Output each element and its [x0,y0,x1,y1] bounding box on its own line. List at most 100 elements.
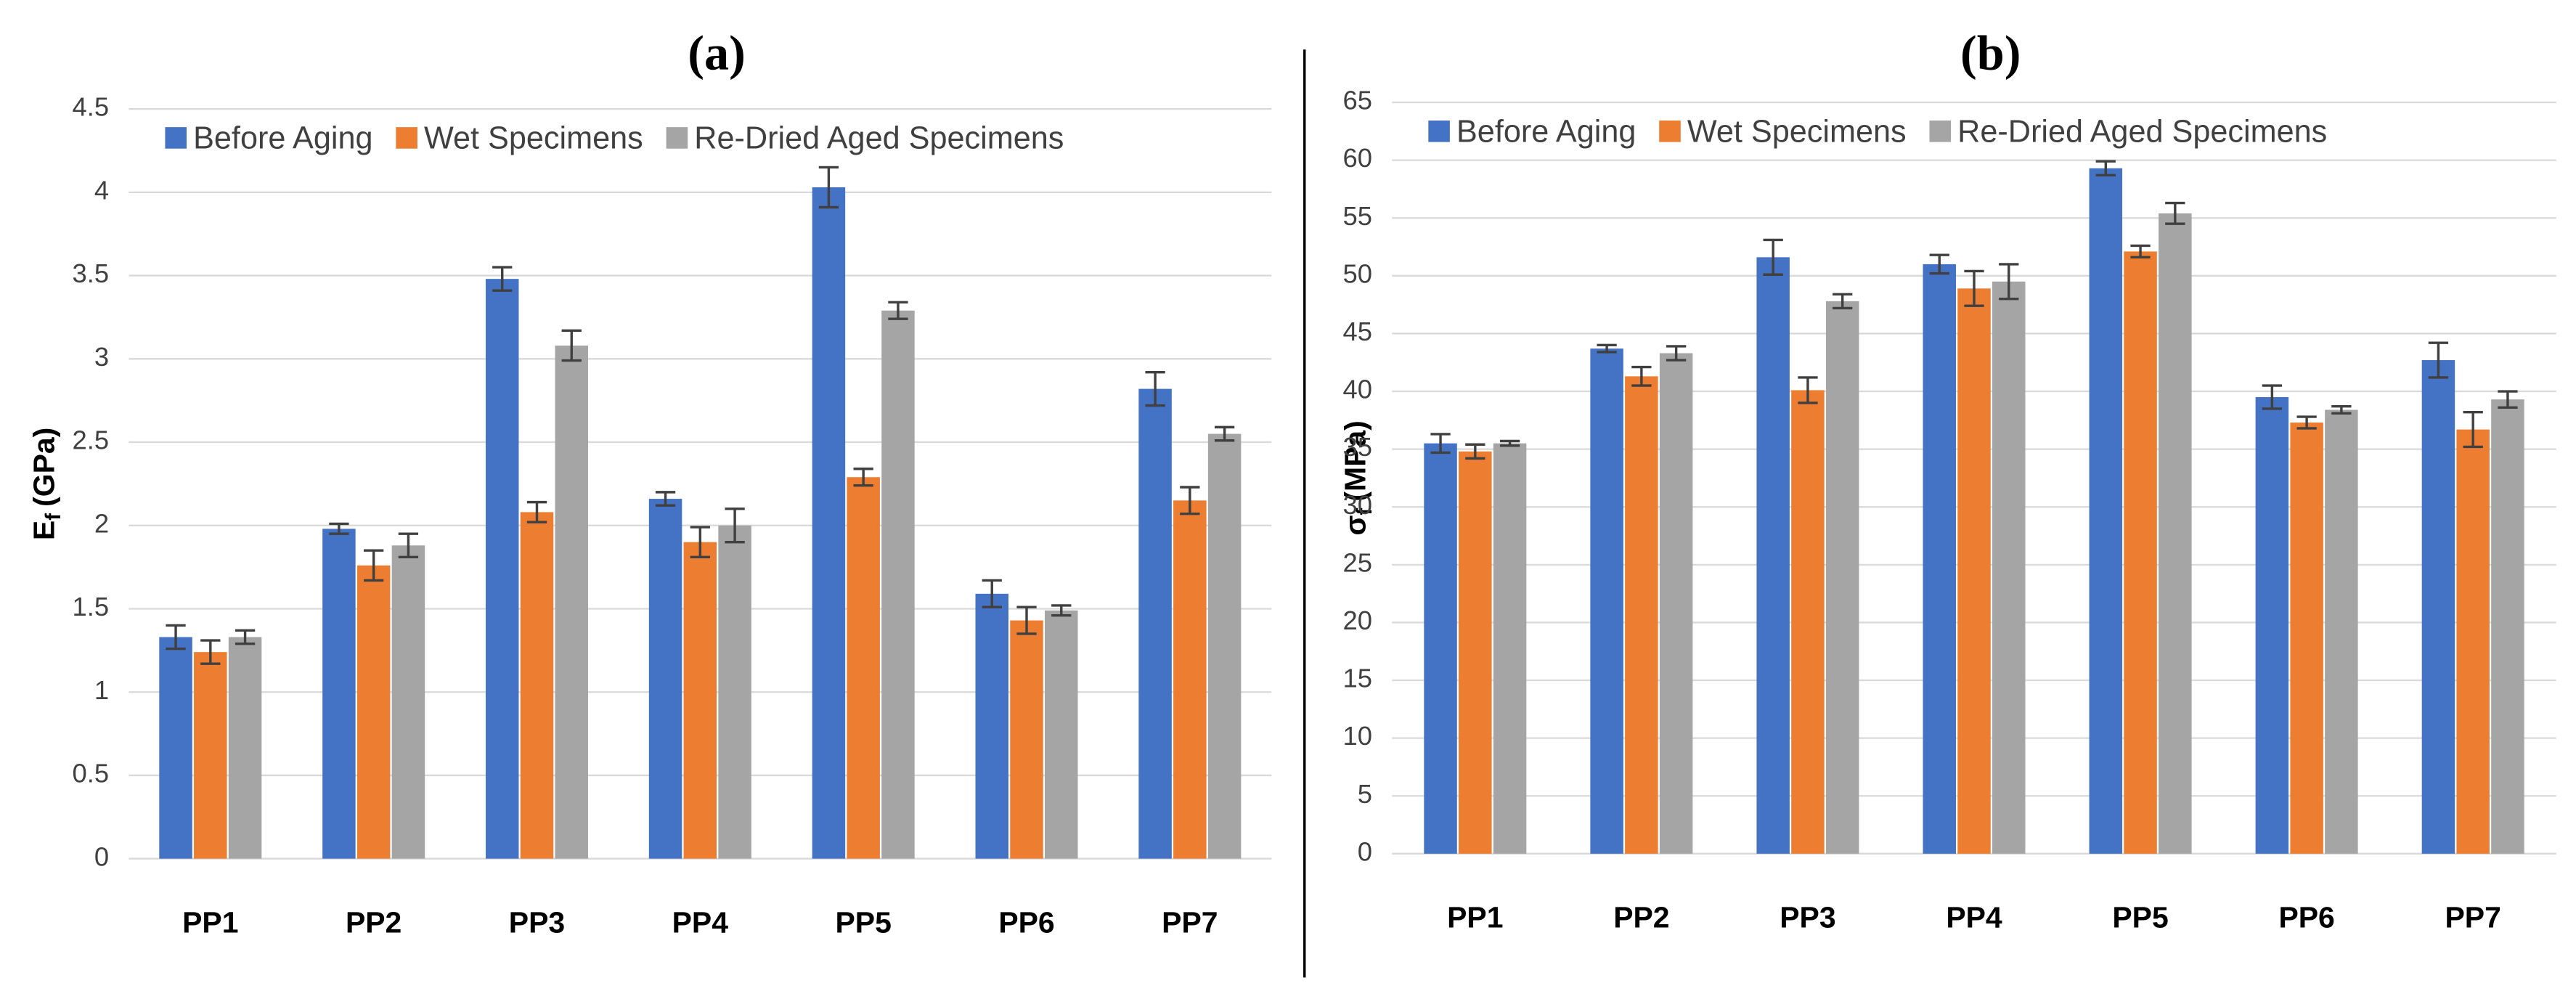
y-axis-label-symbol: σ [1338,515,1371,536]
error-bar [526,500,547,523]
bar [1010,620,1043,859]
bar [555,345,588,859]
bar [847,477,880,859]
error-bar [1964,269,1984,307]
error-bar [690,526,710,559]
y-tick-label: 55 [1343,201,1372,231]
y-tick-label: 40 [1343,375,1372,404]
bar [1493,443,1527,854]
x-tick-label: PP4 [672,905,729,939]
y-tick-label: 35 [1343,432,1372,462]
y-axis-label-subscript: f [41,513,65,521]
error-bar [1051,604,1072,617]
legend-label: Wet Specimens [1687,115,1907,150]
y-axis-label-subscript: f [1353,508,1377,515]
error-bar [329,522,349,535]
legend-label: Before Aging [193,121,372,156]
bar [322,529,356,859]
error-bar [725,507,745,544]
y-tick-label: 2.5 [73,425,110,455]
error-bar [398,532,419,559]
error-bar [818,166,839,209]
y-tick-label: 1.5 [73,592,110,621]
legend-swatch [1428,121,1450,142]
error-bar [1145,370,1165,407]
y-axis-label: Ef (GPa) [27,428,65,540]
error-bar [2165,201,2185,225]
x-tick-label: PP4 [1946,901,2002,934]
bar [1590,348,1623,854]
error-bar [1798,376,1818,404]
error-bar [1763,238,1783,276]
x-tick-label: PP7 [2445,901,2500,934]
y-tick-label: 50 [1343,258,1372,288]
bar [648,499,682,859]
error-bar [561,329,582,362]
y-tick-label: 10 [1343,721,1372,751]
bar [1045,610,1078,859]
bar [2290,423,2323,854]
bar [391,545,425,859]
x-tick-label: PP1 [182,905,238,939]
legend-swatch [1659,121,1681,142]
bar [485,279,519,859]
error-bar [853,468,873,487]
legend-label: Re-Dried Aged Specimens [1957,115,2327,150]
bar [2124,251,2157,854]
y-tick-label: 1 [94,675,109,705]
bar [718,525,751,859]
bar [1424,443,1457,854]
y-tick-label: 30 [1343,490,1372,520]
y-tick-label: 4 [94,175,109,205]
bar [1756,257,1790,854]
bar [2159,213,2192,854]
bar [1659,353,1693,854]
y-tick-label: 3.5 [73,258,110,288]
y-tick-label: 45 [1343,317,1372,346]
error-bar [166,624,186,651]
error-bar [982,579,1002,608]
error-bar [1597,343,1617,354]
bar [1791,390,1825,854]
error-bar [2095,160,2116,177]
y-tick-label: 2 [94,508,109,538]
x-tick-label: PP6 [2278,901,2334,934]
error-bar [888,301,908,320]
y-tick-label: 5 [1358,779,1372,809]
error-bar [1180,486,1200,515]
error-bar [492,266,513,292]
bar [1923,264,1956,854]
error-bar [1430,433,1451,454]
bar [975,593,1008,859]
x-tick-label: PP2 [346,905,402,939]
bar [1138,388,1172,859]
error-bar [2262,384,2283,410]
bar [159,637,192,859]
error-bar [1631,365,1652,387]
bar [1207,433,1242,859]
y-tick-label: 65 [1343,86,1372,115]
error-bar [1465,443,1485,460]
error-bar [1214,425,1235,442]
y-axis-label-unit: (GPa) [27,428,60,507]
error-bar [1999,263,2019,301]
bar [881,310,915,859]
legend-swatch [396,127,417,149]
x-tick-label: PP7 [1162,905,1218,939]
bar [2255,396,2289,854]
bar [812,187,846,859]
y-tick-label: 20 [1343,605,1372,635]
bar [1992,281,2026,854]
x-tick-label: PP2 [1613,901,1669,934]
x-tick-label: PP3 [1780,901,1835,934]
y-tick-label: 0 [94,841,109,871]
bar [2421,360,2455,854]
x-tick-label: PP5 [835,905,891,939]
bar [2491,399,2524,854]
error-bar [1929,253,1949,275]
bar [2325,409,2358,854]
error-bar [2296,415,2317,430]
chart-title: (a) [688,25,746,80]
bar [520,512,554,859]
